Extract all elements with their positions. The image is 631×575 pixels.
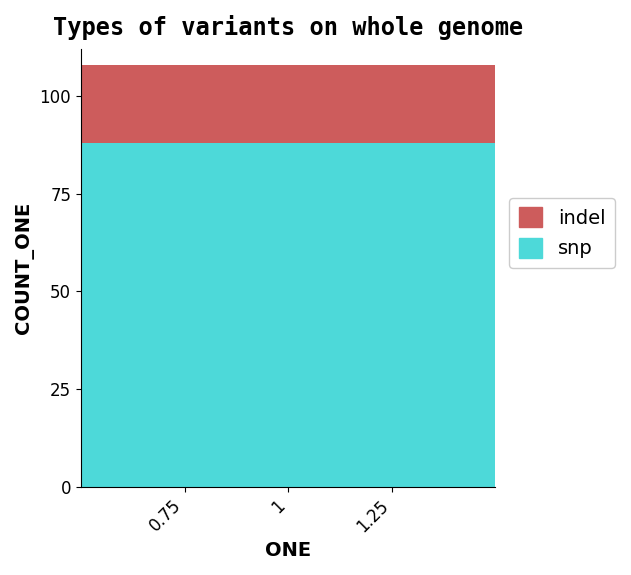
- Y-axis label: COUNT_ONE: COUNT_ONE: [15, 202, 34, 334]
- Title: Types of variants on whole genome: Types of variants on whole genome: [53, 15, 523, 40]
- Legend: indel, snp: indel, snp: [509, 198, 615, 268]
- Bar: [81, 143, 495, 487]
- Bar: [81, 64, 495, 143]
- X-axis label: ONE: ONE: [265, 541, 311, 560]
